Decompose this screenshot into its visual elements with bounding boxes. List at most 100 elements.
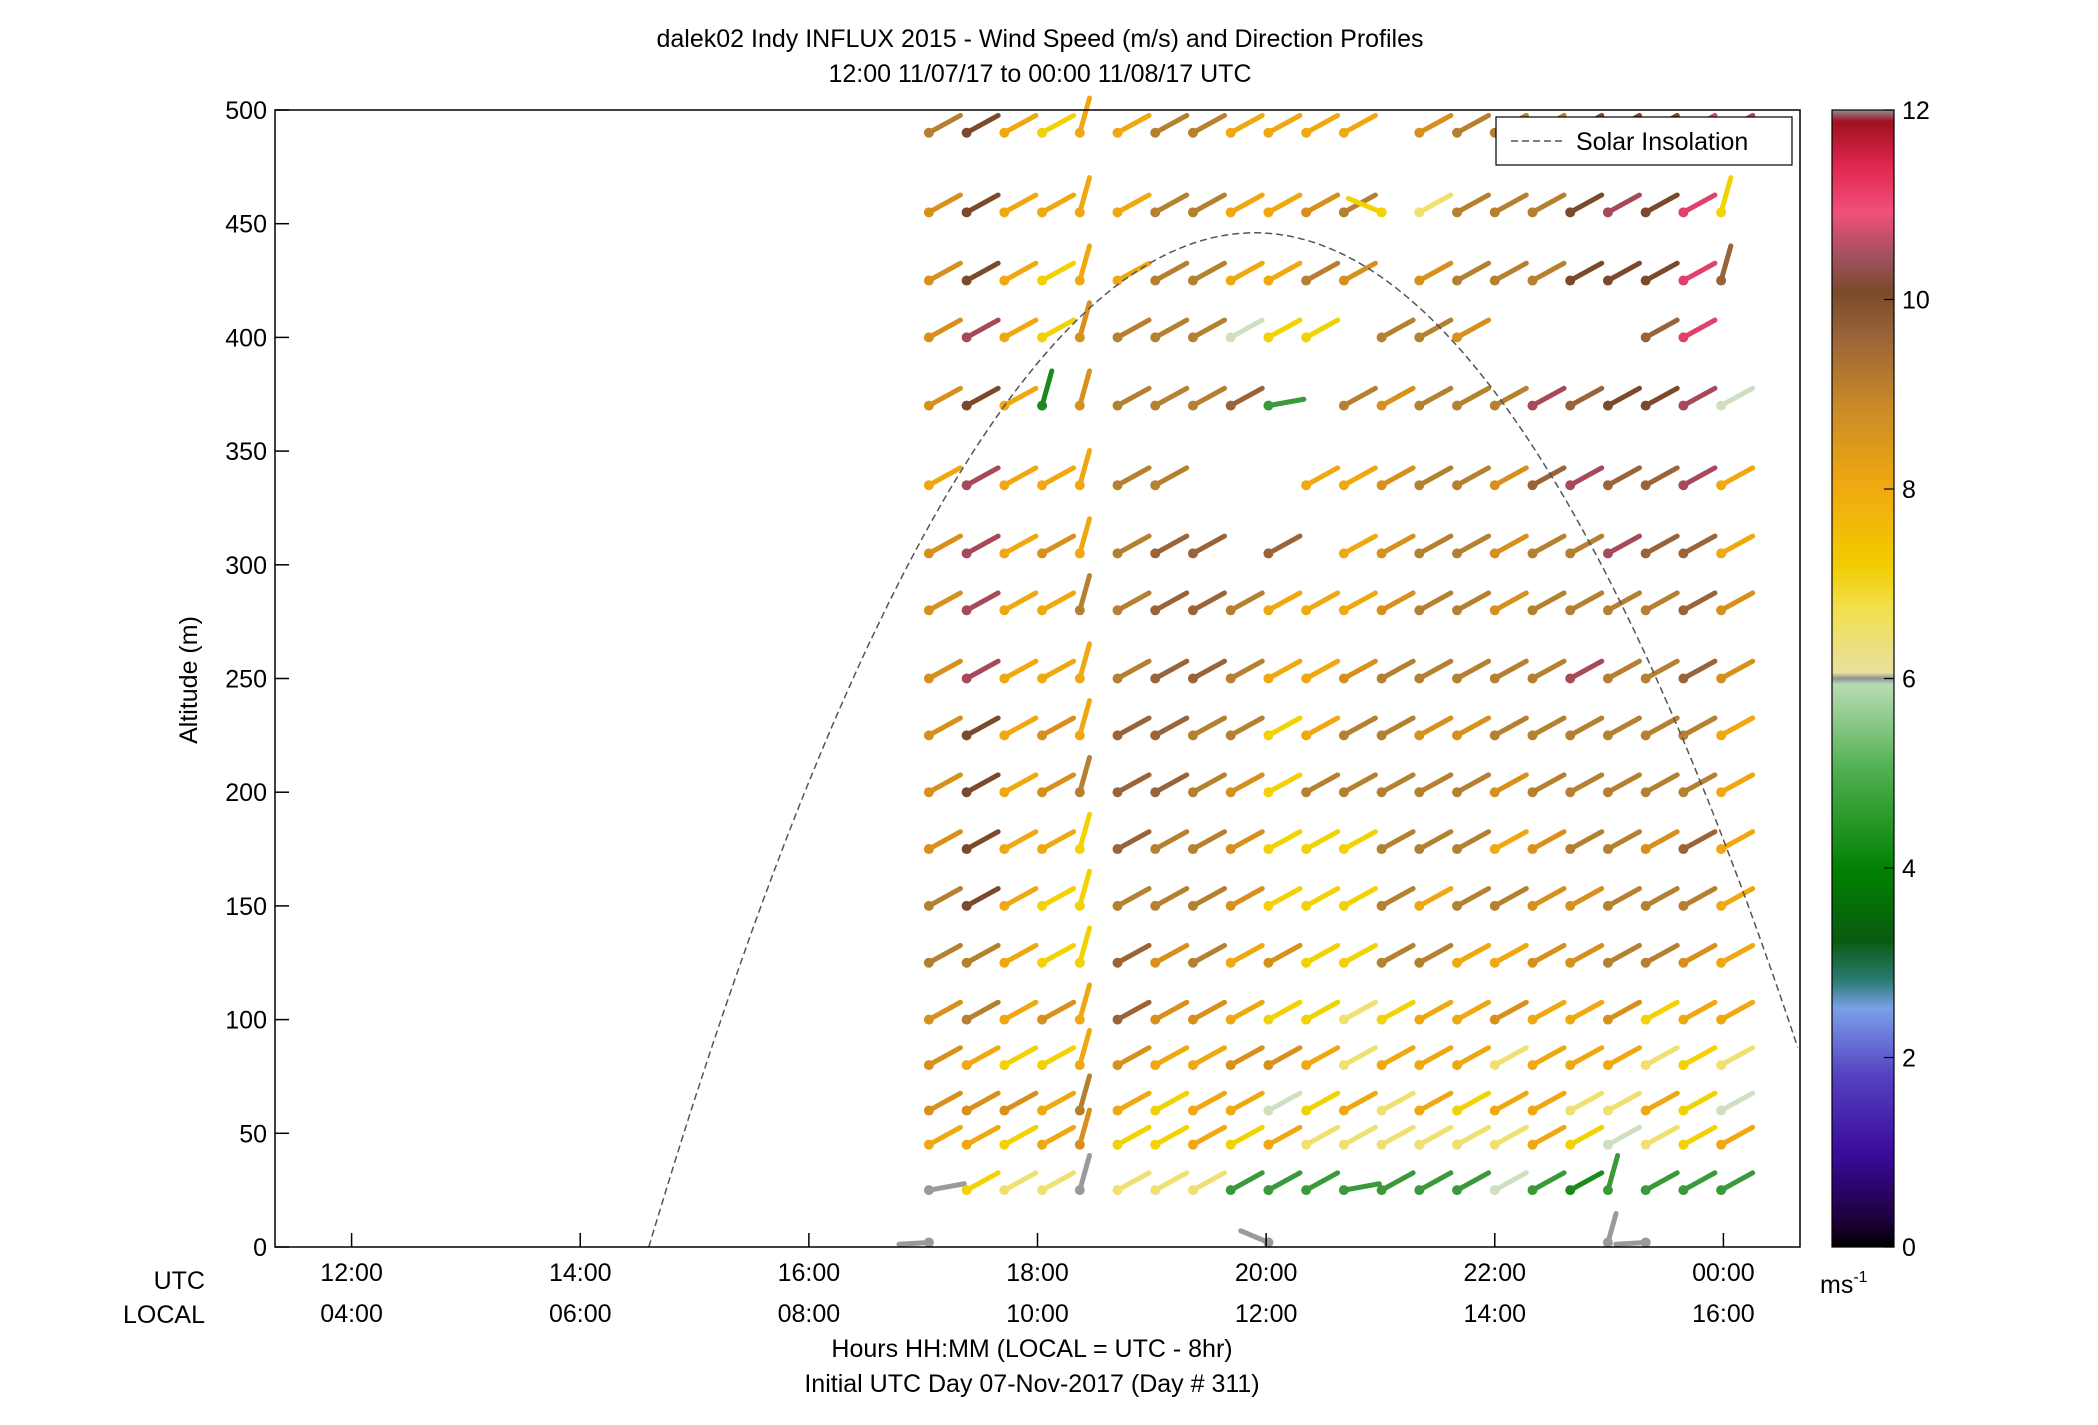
wind-barb-base	[1338, 1105, 1349, 1116]
wind-barb-shaft	[1416, 192, 1454, 215]
wind-barb	[1338, 533, 1378, 559]
wind-barb	[1414, 192, 1454, 218]
wind-barb	[1187, 112, 1228, 138]
wind-barb-base	[1263, 844, 1274, 855]
wind-barb	[1263, 1124, 1303, 1150]
wind-barb-shaft	[1567, 999, 1605, 1023]
wind-barb	[1678, 317, 1718, 343]
wind-barb	[1225, 260, 1265, 286]
wind-barb	[1678, 192, 1718, 218]
wind-barb-base	[1452, 900, 1463, 911]
wind-barb	[1112, 715, 1152, 741]
wind-barb	[1112, 999, 1152, 1025]
wind-barb-shaft	[1077, 573, 1093, 613]
wind-barb-base	[1187, 400, 1198, 411]
colorbar-tick-label: 10	[1902, 287, 1930, 315]
wind-barb-shaft	[1228, 192, 1265, 215]
wind-barb-shaft	[1039, 368, 1055, 409]
wind-barb-shaft	[1228, 942, 1265, 966]
colorbar-tick-label: 8	[1902, 476, 1916, 504]
wind-barb-shaft	[1605, 1124, 1642, 1148]
wind-barb	[1489, 1170, 1529, 1196]
wind-barb-shaft	[964, 1124, 1001, 1148]
wind-barb-shaft	[1643, 590, 1680, 613]
wind-barb-shaft	[964, 658, 1001, 681]
wind-barb	[1376, 1045, 1416, 1071]
wind-barb-base	[923, 400, 934, 411]
wind-barb-shaft	[1529, 260, 1567, 284]
wind-barb-base	[1640, 605, 1651, 616]
wind-barb-shaft	[1605, 658, 1642, 681]
wind-barb-shaft	[1265, 317, 1303, 340]
wind-barb-base	[1716, 1014, 1727, 1025]
wind-barb-shaft	[1567, 465, 1605, 488]
wind-barb-base	[1150, 957, 1161, 968]
wind-barb-base	[1527, 673, 1538, 684]
wind-barb	[1187, 886, 1228, 911]
wind-barb-shaft	[1492, 1090, 1529, 1114]
wind-barb	[923, 829, 963, 855]
wind-barb-base	[1225, 787, 1236, 798]
wind-barb-shaft	[926, 385, 963, 409]
wind-barb	[1301, 465, 1341, 491]
wind-barb-base	[1150, 207, 1161, 218]
wind-barb-shaft	[1341, 999, 1378, 1023]
wind-barb-shaft	[1228, 590, 1265, 613]
wind-barb-shaft	[1190, 1170, 1228, 1193]
wind-barb	[1489, 590, 1529, 616]
wind-barb	[999, 590, 1039, 616]
wind-barb-shaft	[1265, 715, 1303, 738]
wind-barb-shaft	[1341, 772, 1378, 795]
wind-barb-shaft	[1605, 590, 1642, 613]
wind-barb	[1489, 465, 1529, 491]
wind-barb-shaft	[1718, 1090, 1756, 1114]
x-tick-label-local: 14:00	[1463, 1300, 1526, 1328]
wind-barb	[1074, 368, 1093, 411]
wind-barb-base	[1602, 207, 1613, 218]
wind-barb-base	[1716, 1105, 1727, 1116]
wind-barb-shaft	[1605, 999, 1642, 1023]
wind-barb-base	[1037, 730, 1048, 741]
wind-barb-base	[1187, 900, 1198, 911]
wind-barb	[1376, 533, 1416, 559]
wind-barb-base	[1376, 673, 1387, 684]
wind-barb-base	[1112, 400, 1123, 411]
wind-barb-base	[1074, 1139, 1085, 1150]
y-tick-label: 100	[225, 1007, 267, 1035]
wind-barb	[1414, 1124, 1454, 1150]
wind-barb-shaft	[1454, 1170, 1492, 1193]
wind-barb-base	[1187, 275, 1198, 286]
wind-barb-shaft	[1115, 590, 1152, 613]
wind-barb	[1376, 1124, 1416, 1150]
wind-barb-shaft	[1077, 368, 1093, 409]
wind-barb	[961, 533, 1001, 559]
wind-barb-base	[1112, 957, 1123, 968]
wind-barb-base	[1150, 400, 1161, 411]
wind-barb-shaft	[1077, 516, 1093, 556]
wind-barb	[1452, 715, 1492, 741]
wind-barb-shaft	[1718, 999, 1756, 1023]
wind-barb-shaft	[1416, 658, 1454, 681]
wind-barb-base	[1602, 480, 1613, 491]
wind-barb-shaft	[1718, 1045, 1756, 1068]
wind-barb-base	[1376, 844, 1387, 855]
wind-barb-shaft	[1115, 886, 1152, 909]
wind-barb	[1565, 942, 1605, 968]
wind-barb-base	[1602, 673, 1613, 684]
wind-barb-shaft	[1190, 317, 1228, 340]
wind-barb-base	[1225, 900, 1236, 911]
wind-barb	[1187, 715, 1228, 741]
wind-barb-base	[1150, 844, 1161, 855]
wind-barb-shaft	[1454, 1090, 1492, 1114]
wind-barb-shaft	[1039, 1170, 1077, 1193]
wind-barb-shaft	[926, 829, 963, 852]
wind-barb	[1112, 829, 1152, 855]
wind-barb-shaft	[1605, 1090, 1642, 1114]
wind-barb-base	[999, 957, 1010, 968]
wind-barb-shaft	[1341, 590, 1378, 613]
wind-barb-shaft	[1341, 465, 1378, 488]
wind-barb	[1376, 1170, 1416, 1196]
wind-barb-base	[961, 400, 972, 411]
wind-barb	[1037, 260, 1077, 286]
wind-barb	[1150, 999, 1190, 1025]
